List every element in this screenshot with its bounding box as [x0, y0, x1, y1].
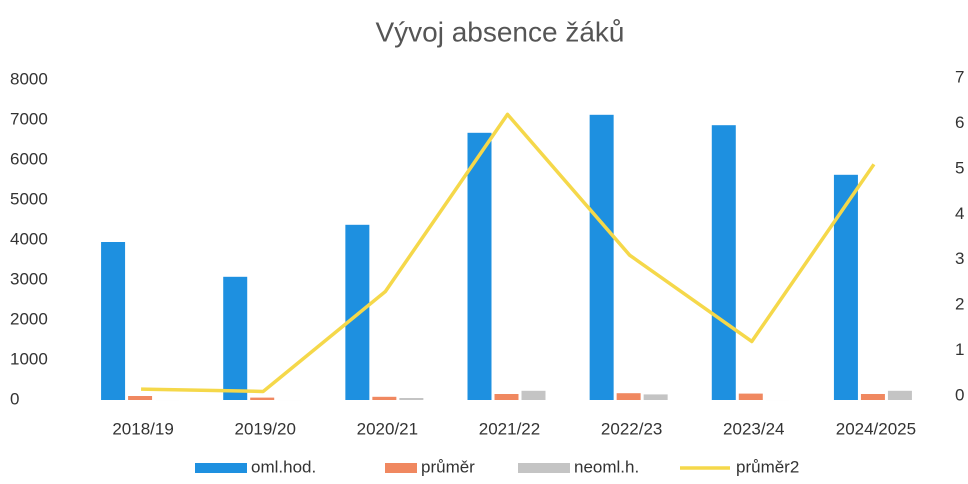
y2-tick-label: 7: [955, 67, 964, 86]
bar: [833, 174, 858, 400]
y-tick-label: 7000: [10, 109, 48, 128]
legend-label: oml.hod.: [251, 457, 316, 476]
legend-label: neoml.h.: [574, 457, 639, 476]
x-tick-label: 2024/2025: [836, 419, 916, 438]
bar: [494, 394, 519, 400]
legend-label: průměr: [421, 457, 475, 476]
bar: [372, 396, 397, 400]
y-tick-label: 2000: [10, 309, 48, 328]
bar: [223, 276, 248, 400]
x-tick-label: 2021/22: [479, 419, 540, 438]
y2-tick-label: 0: [955, 385, 964, 404]
chart-title: Vývoj absence žáků: [375, 16, 624, 47]
bar: [101, 242, 126, 400]
legend-label: průměr2: [736, 457, 799, 476]
bar: [738, 393, 763, 400]
line: [141, 112, 876, 394]
legend-swatch: [195, 463, 247, 473]
x-tick-label: 2022/23: [601, 419, 662, 438]
y-tick-label: 4000: [10, 229, 48, 248]
legend-swatch: [385, 463, 417, 473]
bar: [399, 398, 424, 400]
y2-tick-label: 1: [955, 340, 964, 359]
bar: [616, 393, 641, 400]
x-tick-label: 2018/19: [112, 419, 173, 438]
x-tick-label: 2023/24: [723, 419, 784, 438]
y2-tick-label: 5: [955, 158, 964, 177]
y2-tick-label: 3: [955, 249, 964, 268]
bar: [860, 394, 885, 400]
y-tick-label: 0: [10, 389, 19, 408]
y-tick-label: 6000: [10, 149, 48, 168]
y2-tick-label: 6: [955, 113, 964, 132]
bar: [887, 390, 912, 400]
bar: [711, 125, 736, 400]
y2-tick-label: 2: [955, 295, 964, 314]
y2-tick-label: 4: [955, 204, 964, 223]
bar: [589, 114, 614, 401]
bar: [467, 132, 492, 401]
x-tick-label: 2019/20: [234, 419, 295, 438]
bar: [643, 394, 668, 400]
bar: [250, 397, 275, 400]
y-tick-label: 8000: [10, 69, 48, 88]
y-tick-label: 1000: [10, 349, 48, 368]
bar: [128, 396, 153, 400]
y-tick-label: 5000: [10, 189, 48, 208]
legend-swatch: [518, 463, 570, 473]
y-tick-label: 3000: [10, 269, 48, 288]
x-tick-label: 2020/21: [357, 419, 418, 438]
bar: [521, 390, 546, 400]
